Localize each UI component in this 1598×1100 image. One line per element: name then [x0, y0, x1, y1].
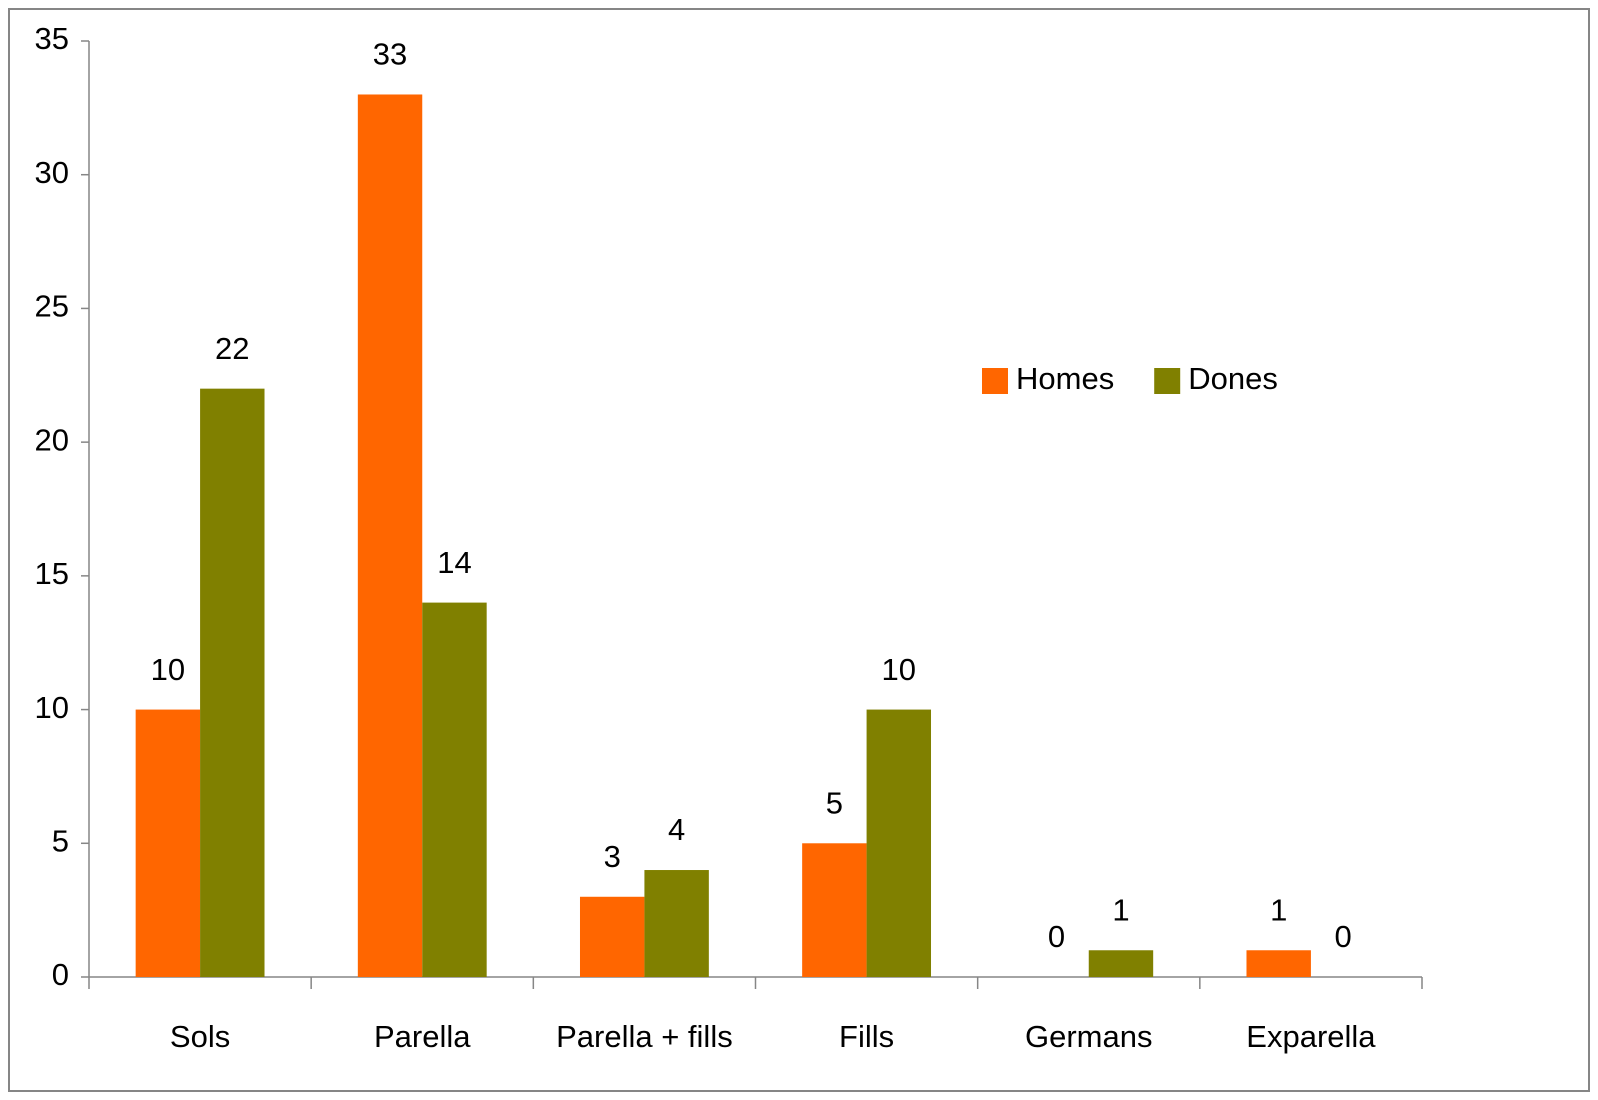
x-tick-label: Exparella [1246, 1019, 1376, 1054]
x-tick-label: Fills [839, 1019, 894, 1054]
y-tick-label: 5 [52, 823, 69, 858]
bar [802, 843, 867, 977]
data-label: 5 [826, 785, 843, 820]
data-label: 10 [151, 652, 185, 687]
data-label: 0 [1048, 919, 1065, 954]
bar [357, 94, 423, 977]
bar [200, 388, 265, 978]
y-tick-label: 10 [35, 690, 69, 725]
data-label: 14 [437, 545, 471, 580]
data-label: 1 [1112, 892, 1129, 927]
bar [866, 709, 932, 977]
x-tick-label: Parella + fills [556, 1019, 733, 1054]
bar [135, 709, 201, 977]
y-tick-label: 25 [35, 289, 69, 324]
data-label: 22 [215, 331, 249, 366]
data-label: 3 [604, 839, 621, 874]
y-tick-label: 20 [35, 422, 69, 457]
y-tick-label: 35 [35, 21, 69, 56]
legend-swatch [1154, 368, 1181, 394]
bar [644, 870, 709, 977]
legend-label: Homes [1016, 361, 1114, 396]
y-tick-label: 15 [35, 556, 69, 591]
bar [579, 896, 645, 977]
legend-label: Dones [1188, 361, 1278, 396]
x-tick-label: Parella [374, 1019, 471, 1054]
y-tick-label: 0 [52, 957, 69, 992]
x-tick-label: Sols [170, 1019, 230, 1054]
x-tick-label: Germans [1025, 1019, 1152, 1054]
y-tick-label: 30 [35, 155, 69, 190]
bar [422, 602, 487, 977]
chart-frame [8, 8, 1590, 1092]
bar [1088, 950, 1154, 977]
bar [1246, 950, 1311, 977]
data-label: 4 [668, 812, 685, 847]
data-label: 33 [373, 37, 407, 72]
data-label: 10 [882, 652, 916, 687]
data-label: 0 [1335, 919, 1352, 954]
data-label: 1 [1270, 892, 1287, 927]
legend-swatch [982, 368, 1008, 394]
